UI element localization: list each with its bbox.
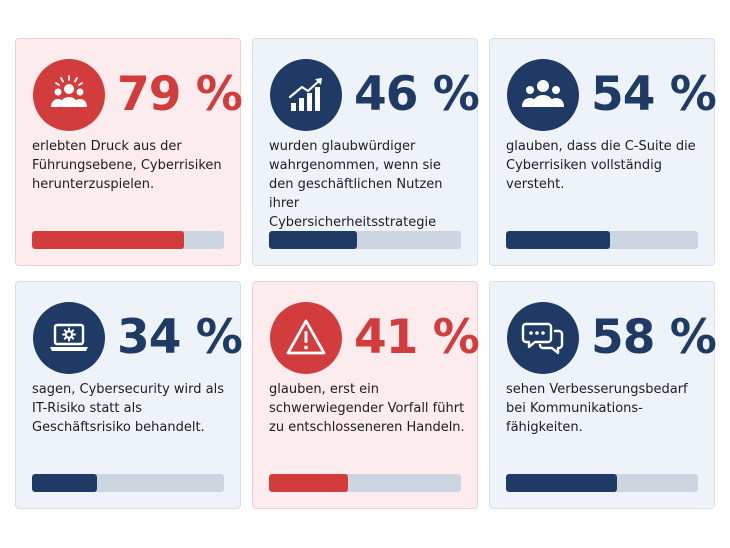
progress-bar [506, 474, 698, 492]
stat-percentage: 58 % [591, 310, 717, 365]
people-group-icon [507, 59, 579, 131]
progress-bar [269, 474, 461, 492]
stat-card: 54 % glauben, dass die C-Suite die Cyber… [489, 38, 717, 266]
progress-bar [506, 231, 698, 249]
stat-percentage: 79 % [117, 67, 243, 122]
stat-description: sagen, Cybersecurity wird als IT-Risiko … [32, 382, 224, 435]
stat-percentage: 34 % [117, 310, 243, 365]
chat-bubbles-icon [507, 302, 579, 374]
growth-chart-icon [270, 59, 342, 131]
stat-card: 34 % sagen, Cybersecurity wird als IT-Ri… [15, 281, 243, 509]
progress-fill [506, 231, 610, 249]
stat-percentage: 46 % [354, 67, 480, 122]
stat-card: 79 % erlebten Druck aus der Führungseben… [15, 38, 243, 266]
progress-bar [32, 474, 224, 492]
progress-bar [32, 231, 224, 249]
stat-description: sehen Verbesserungsbedarf bei Kommunikat… [506, 382, 688, 435]
progress-fill [32, 231, 184, 249]
stat-card: 58 % sehen Verbesserungsbedarf bei Kommu… [489, 281, 717, 509]
progress-fill [269, 474, 348, 492]
stat-card: 41 % glauben, erst ein schwerwiegender V… [252, 281, 480, 509]
stat-description: glauben, erst ein schwerwiegender Vorfal… [269, 382, 465, 435]
stat-percentage: 41 % [354, 310, 480, 365]
stat-percentage: 54 % [591, 67, 717, 122]
stat-description: erlebten Druck aus der Führungsebene, Cy… [32, 139, 222, 192]
laptop-gear-icon [33, 302, 105, 374]
progress-fill [32, 474, 98, 492]
warning-triangle-icon [270, 302, 342, 374]
progress-fill [269, 231, 358, 249]
pressured-group-icon [33, 59, 105, 131]
progress-bar [269, 231, 461, 249]
stat-card: 46 % wurden glaubwürdiger wahrgenommen, … [252, 38, 480, 266]
stat-description: glauben, dass die C-Suite die Cyberrisik… [506, 139, 696, 192]
progress-fill [506, 474, 618, 492]
